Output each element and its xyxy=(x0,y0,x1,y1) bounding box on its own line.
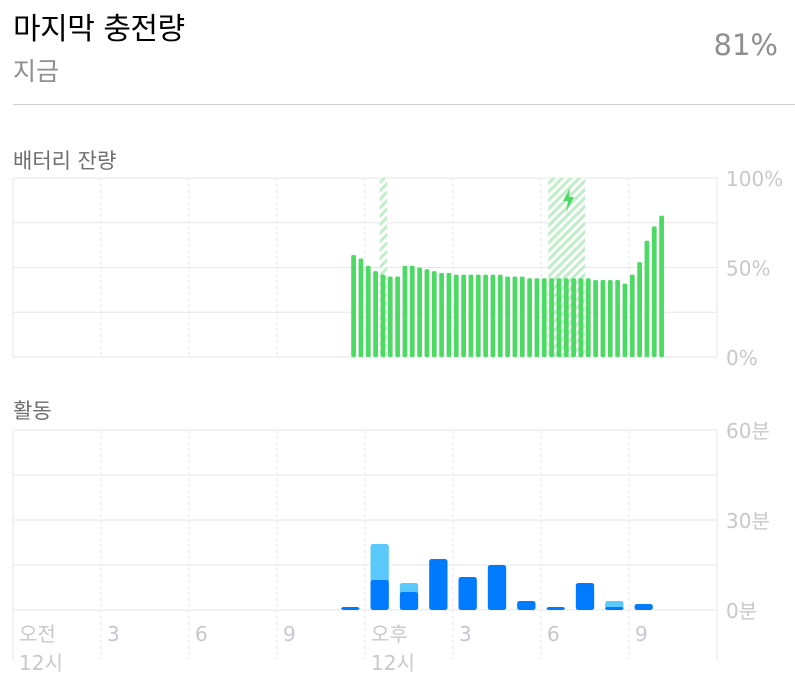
x-tick-label: 오후 xyxy=(371,622,408,646)
x-tick-label: 오전 xyxy=(19,622,56,646)
battery-bar xyxy=(622,283,628,357)
x-tick-label: 3 xyxy=(459,622,472,646)
battery-bar xyxy=(446,272,452,357)
battery-bar xyxy=(578,278,584,357)
battery-bar xyxy=(629,274,635,357)
battery-bar xyxy=(534,278,540,357)
x-tick-label: 12시 xyxy=(19,651,63,673)
battery-bar xyxy=(358,258,364,357)
screen-on-bar xyxy=(399,592,419,610)
screen-on-bar xyxy=(517,601,536,610)
battery-bar xyxy=(409,265,415,357)
battery-bar xyxy=(556,278,562,357)
x-tick-label: 9 xyxy=(283,622,296,646)
page-title: 마지막 충전량 xyxy=(13,12,185,47)
screen-on-bar xyxy=(605,607,624,610)
screen-on-bar xyxy=(634,604,653,610)
battery-bar xyxy=(468,274,474,357)
x-tick-label: 3 xyxy=(107,622,120,646)
activity-y-tick-label: 30분 xyxy=(726,509,770,533)
battery-bar xyxy=(519,276,525,357)
battery-bar xyxy=(644,240,650,357)
battery-bar xyxy=(490,274,496,357)
activity-y-tick-label: 60분 xyxy=(726,419,770,443)
battery-bar xyxy=(483,274,488,357)
battery-bar xyxy=(402,265,408,357)
battery-bar xyxy=(541,278,547,357)
activity-y-tick-label: 0분 xyxy=(726,599,757,623)
battery-level-chart: 100% 50% 0% xyxy=(12,167,783,370)
screen-on-bar xyxy=(458,577,477,610)
battery-bar xyxy=(659,215,664,357)
battery-bar xyxy=(351,254,356,357)
battery-bar xyxy=(431,271,437,357)
screen-off-bar xyxy=(370,544,389,583)
divider xyxy=(13,104,795,105)
last-charge-percent: 81% xyxy=(713,28,778,62)
battery-bar xyxy=(527,278,532,357)
battery-bar xyxy=(651,226,657,357)
battery-bar xyxy=(600,280,606,357)
battery-bar xyxy=(439,272,444,357)
battery-bar xyxy=(637,262,642,357)
x-tick-label: 6 xyxy=(195,622,208,646)
battery-bar xyxy=(417,267,422,357)
last-charge-time: 지금 xyxy=(13,57,60,86)
battery-y-tick-label: 50% xyxy=(726,257,770,281)
battery-bar xyxy=(512,276,518,357)
battery-bar xyxy=(615,280,620,357)
battery-y-tick-label: 100% xyxy=(726,167,783,191)
lightning-bolt-icon xyxy=(563,188,574,212)
battery-bar xyxy=(563,278,569,357)
screen-on-bar xyxy=(546,607,565,610)
screen-on-bar xyxy=(341,607,360,610)
x-tick-label: 9 xyxy=(635,622,648,646)
battery-bar xyxy=(365,265,371,357)
activity-heading: 활동 xyxy=(13,399,52,423)
charging-period xyxy=(379,178,387,357)
battery-bar xyxy=(607,280,613,357)
battery-bar xyxy=(585,278,591,357)
battery-level-heading: 배터리 잔량 xyxy=(13,149,117,173)
battery-bar xyxy=(424,269,430,357)
battery-bar xyxy=(373,271,378,357)
battery-bar xyxy=(593,280,598,357)
battery-bar xyxy=(395,276,400,357)
battery-bar xyxy=(461,274,466,357)
battery-bar xyxy=(453,274,459,357)
battery-bar xyxy=(497,274,503,357)
x-tick-label: 6 xyxy=(547,622,560,646)
battery-bar xyxy=(387,276,393,357)
screen-on-bar xyxy=(370,580,389,610)
battery-bar xyxy=(505,276,510,357)
battery-bar xyxy=(380,274,386,357)
x-tick-label: 12시 xyxy=(371,651,415,673)
screen-on-bar xyxy=(575,583,595,610)
battery-y-tick-label: 0% xyxy=(726,346,758,370)
battery-bar xyxy=(549,278,554,357)
screen-on-bar xyxy=(429,559,448,610)
battery-bar xyxy=(571,278,576,357)
battery-bar xyxy=(475,274,481,357)
screen-on-bar xyxy=(487,565,507,610)
